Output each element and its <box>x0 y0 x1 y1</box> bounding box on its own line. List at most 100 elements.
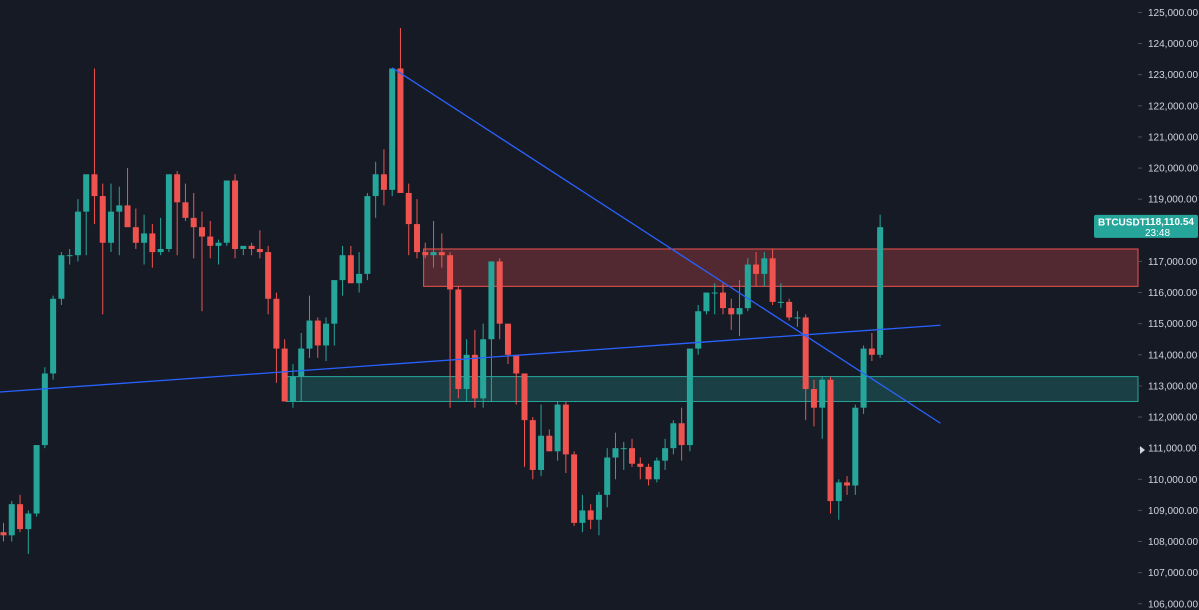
candle <box>728 298 735 330</box>
candle-body <box>124 205 131 228</box>
candle <box>223 180 230 246</box>
candle-body <box>488 261 495 340</box>
candle-body <box>571 454 578 523</box>
candle-body <box>662 448 669 461</box>
candle-body <box>554 404 561 452</box>
candle-body <box>198 227 205 237</box>
candle <box>256 230 263 259</box>
candle-body <box>389 68 396 190</box>
candle-body <box>860 348 867 408</box>
y-tick-label: 108,000.00 <box>1148 537 1198 548</box>
candle-body <box>182 202 189 218</box>
candle-body <box>529 420 536 470</box>
candle-body <box>546 435 553 452</box>
candle <box>265 245 272 315</box>
candle-body <box>653 460 660 480</box>
candle-body <box>339 255 346 281</box>
candle <box>124 168 131 228</box>
candle-body <box>91 174 98 197</box>
ascending-trendline[interactable] <box>0 324 941 393</box>
candle <box>25 510 32 554</box>
candle <box>364 192 371 281</box>
candle <box>50 295 57 380</box>
candle-body <box>298 348 305 377</box>
candle-body <box>678 423 685 446</box>
y-tick-label: 122,000.00 <box>1148 101 1198 112</box>
candle-body <box>769 258 776 302</box>
candle <box>397 28 404 193</box>
resistance-zone[interactable] <box>423 248 1139 287</box>
candle-body <box>397 68 404 193</box>
candle <box>504 323 511 365</box>
candle <box>711 283 718 315</box>
candle <box>546 429 553 452</box>
candle <box>777 283 784 309</box>
candle <box>190 192 197 259</box>
candle-body <box>819 379 826 408</box>
candle-body <box>604 457 611 495</box>
candle <box>794 311 801 327</box>
candle <box>761 252 768 287</box>
candle-body <box>116 205 123 212</box>
candle-body <box>670 423 677 449</box>
candle <box>248 242 255 256</box>
y-tick-label: 115,000.00 <box>1148 319 1198 330</box>
y-tick-label: 114,000.00 <box>1148 350 1198 361</box>
candle-body <box>463 354 470 390</box>
candle <box>356 252 363 293</box>
candle <box>844 476 851 495</box>
y-tick-label: 117,000.00 <box>1148 257 1198 268</box>
candle <box>149 224 156 268</box>
candle <box>571 451 578 526</box>
candle-body <box>323 323 330 346</box>
candle <box>463 339 470 402</box>
candle <box>860 345 867 414</box>
candle-body <box>0 532 7 536</box>
candle-body <box>645 466 652 480</box>
candle <box>802 314 809 421</box>
y-tick-label: 119,000.00 <box>1148 195 1198 206</box>
scroll-arrow-icon[interactable] <box>1140 446 1145 454</box>
candle <box>323 317 330 362</box>
candle <box>447 252 454 408</box>
candle <box>562 401 569 474</box>
candle <box>157 217 164 256</box>
descending-trendline[interactable] <box>391 67 941 424</box>
candle-body <box>430 252 437 256</box>
candle-body <box>405 192 412 225</box>
candle-body <box>331 280 338 324</box>
candle <box>215 239 222 265</box>
candle <box>629 438 636 467</box>
candle <box>141 214 148 265</box>
candle-body <box>240 245 247 249</box>
candle <box>108 183 115 253</box>
support-zone[interactable] <box>285 376 1139 402</box>
candle-body <box>157 248 164 253</box>
candle-body <box>58 255 65 299</box>
candle-body <box>132 227 139 243</box>
candle-body <box>504 323 511 355</box>
y-tick-label: 107,000.00 <box>1148 568 1198 579</box>
candle <box>612 432 619 480</box>
candle <box>819 376 826 439</box>
candle-body <box>852 407 859 486</box>
candle-body <box>422 252 429 256</box>
candle-body <box>25 513 32 530</box>
last-price-tag: BTCUSDT 118,110.54 23:48 <box>1094 214 1198 239</box>
y-tick-label: 109,000.00 <box>1148 506 1198 517</box>
candle <box>835 479 842 520</box>
y-tick-label: 112,000.00 <box>1148 413 1198 424</box>
candle <box>695 305 702 355</box>
y-tick-label: 113,000.00 <box>1148 381 1198 392</box>
candle <box>653 457 660 483</box>
candle <box>41 367 48 449</box>
price-axis[interactable]: 106,000.00 107,000.00 108,000.00 109,000.00… <box>1138 8 1198 610</box>
candle-body <box>695 311 702 349</box>
candle <box>314 317 321 358</box>
candle-body <box>844 482 851 486</box>
candle-body <box>447 255 454 290</box>
candle-body <box>165 174 172 249</box>
candle-body <box>380 174 387 190</box>
candles-layer <box>0 28 884 554</box>
